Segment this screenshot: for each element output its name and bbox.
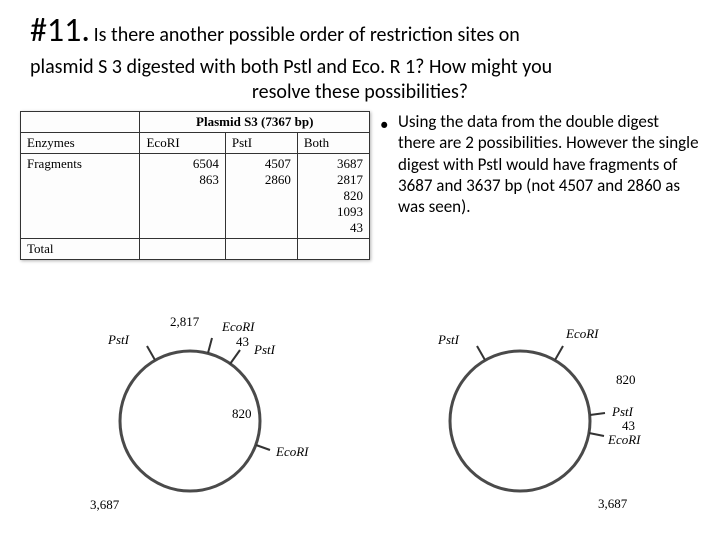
cell-ecori: 6504 863 xyxy=(140,154,225,239)
table-title-row: Plasmid S3 (7367 bp) xyxy=(21,112,370,133)
label-ecori-top: EcoRI xyxy=(221,319,255,334)
question-text-line1: Is there another possible order of restr… xyxy=(94,23,520,47)
table-row: Fragments 6504 863 4507 2860 3687 2817 8… xyxy=(21,154,370,239)
table-row-total: Total xyxy=(21,239,370,260)
tick-icon xyxy=(147,346,155,360)
plasmid-right-svg: PstI EcoRI 820 PstI 43 EcoRI 3,687 xyxy=(390,296,670,526)
question-text-2b: resolve these possibilities? xyxy=(30,80,690,105)
label-3687-r: 3,687 xyxy=(598,496,628,511)
hdr-psti: PstI xyxy=(225,133,297,154)
plasmid-right: PstI EcoRI 820 PstI 43 EcoRI 3,687 xyxy=(390,296,670,531)
question-text-line2: plasmid S 3 digested with both Pstl and … xyxy=(0,55,720,105)
answer-block: • Using the data from the double digest … xyxy=(370,111,700,260)
hdr-ecori: EcoRI xyxy=(140,133,225,154)
digest-table-wrap: Plasmid S3 (7367 bp) Enzymes EcoRI PstI … xyxy=(20,111,370,260)
row-fragments-label: Fragments xyxy=(21,154,140,239)
plasmid-left-svg: PstI 2,817 EcoRI 43 PstI 820 EcoRI 3,687 xyxy=(60,296,320,526)
label-psti-rr: PstI xyxy=(611,404,634,419)
question-number: #11. xyxy=(30,10,90,51)
label-psti-top-r: PstI xyxy=(437,332,460,347)
table-header-row: Enzymes EcoRI PstI Both xyxy=(21,133,370,154)
label-ecori-b: EcoRI xyxy=(275,444,309,459)
ring-icon xyxy=(120,351,260,491)
label-psti-r: PstI xyxy=(253,342,276,357)
label-3687: 3,687 xyxy=(90,497,120,512)
question-header: #11. Is there another possible order of … xyxy=(0,0,720,55)
label-ecori-rr: EcoRI xyxy=(607,432,641,447)
row-total-label: Total xyxy=(21,239,140,260)
ring-icon xyxy=(450,351,590,491)
label-psti-top: PstI xyxy=(107,332,130,347)
tick-icon xyxy=(208,338,212,353)
label-820-r: 820 xyxy=(616,372,636,387)
question-text-2a: plasmid S 3 digested with both Pstl and … xyxy=(30,55,552,79)
tick-icon xyxy=(555,346,563,360)
label-2817: 2,817 xyxy=(170,314,200,329)
label-43: 43 xyxy=(236,334,249,349)
tick-icon xyxy=(590,413,605,415)
content-row: Plasmid S3 (7367 bp) Enzymes EcoRI PstI … xyxy=(0,105,720,260)
label-43-r: 43 xyxy=(622,418,635,433)
plasmid-diagrams: PstI 2,817 EcoRI 43 PstI 820 EcoRI 3,687 xyxy=(20,296,700,526)
label-820: 820 xyxy=(232,406,252,421)
label-ecori-top-r: EcoRI xyxy=(565,326,599,341)
cell-both: 3687 2817 820 1093 43 xyxy=(297,154,369,239)
answer-text: Using the data from the double digest th… xyxy=(398,111,699,217)
tick-icon xyxy=(230,350,240,364)
digest-table: Plasmid S3 (7367 bp) Enzymes EcoRI PstI … xyxy=(20,111,370,260)
tick-icon xyxy=(477,346,485,360)
bullet-icon: • xyxy=(380,114,388,135)
cell-psti: 4507 2860 xyxy=(225,154,297,239)
tick-icon xyxy=(589,433,604,436)
table-title: Plasmid S3 (7367 bp) xyxy=(140,112,370,133)
tick-icon xyxy=(256,445,270,450)
plasmid-left: PstI 2,817 EcoRI 43 PstI 820 EcoRI 3,687 xyxy=(60,296,320,531)
hdr-both: Both xyxy=(297,133,369,154)
hdr-enzymes: Enzymes xyxy=(21,133,140,154)
